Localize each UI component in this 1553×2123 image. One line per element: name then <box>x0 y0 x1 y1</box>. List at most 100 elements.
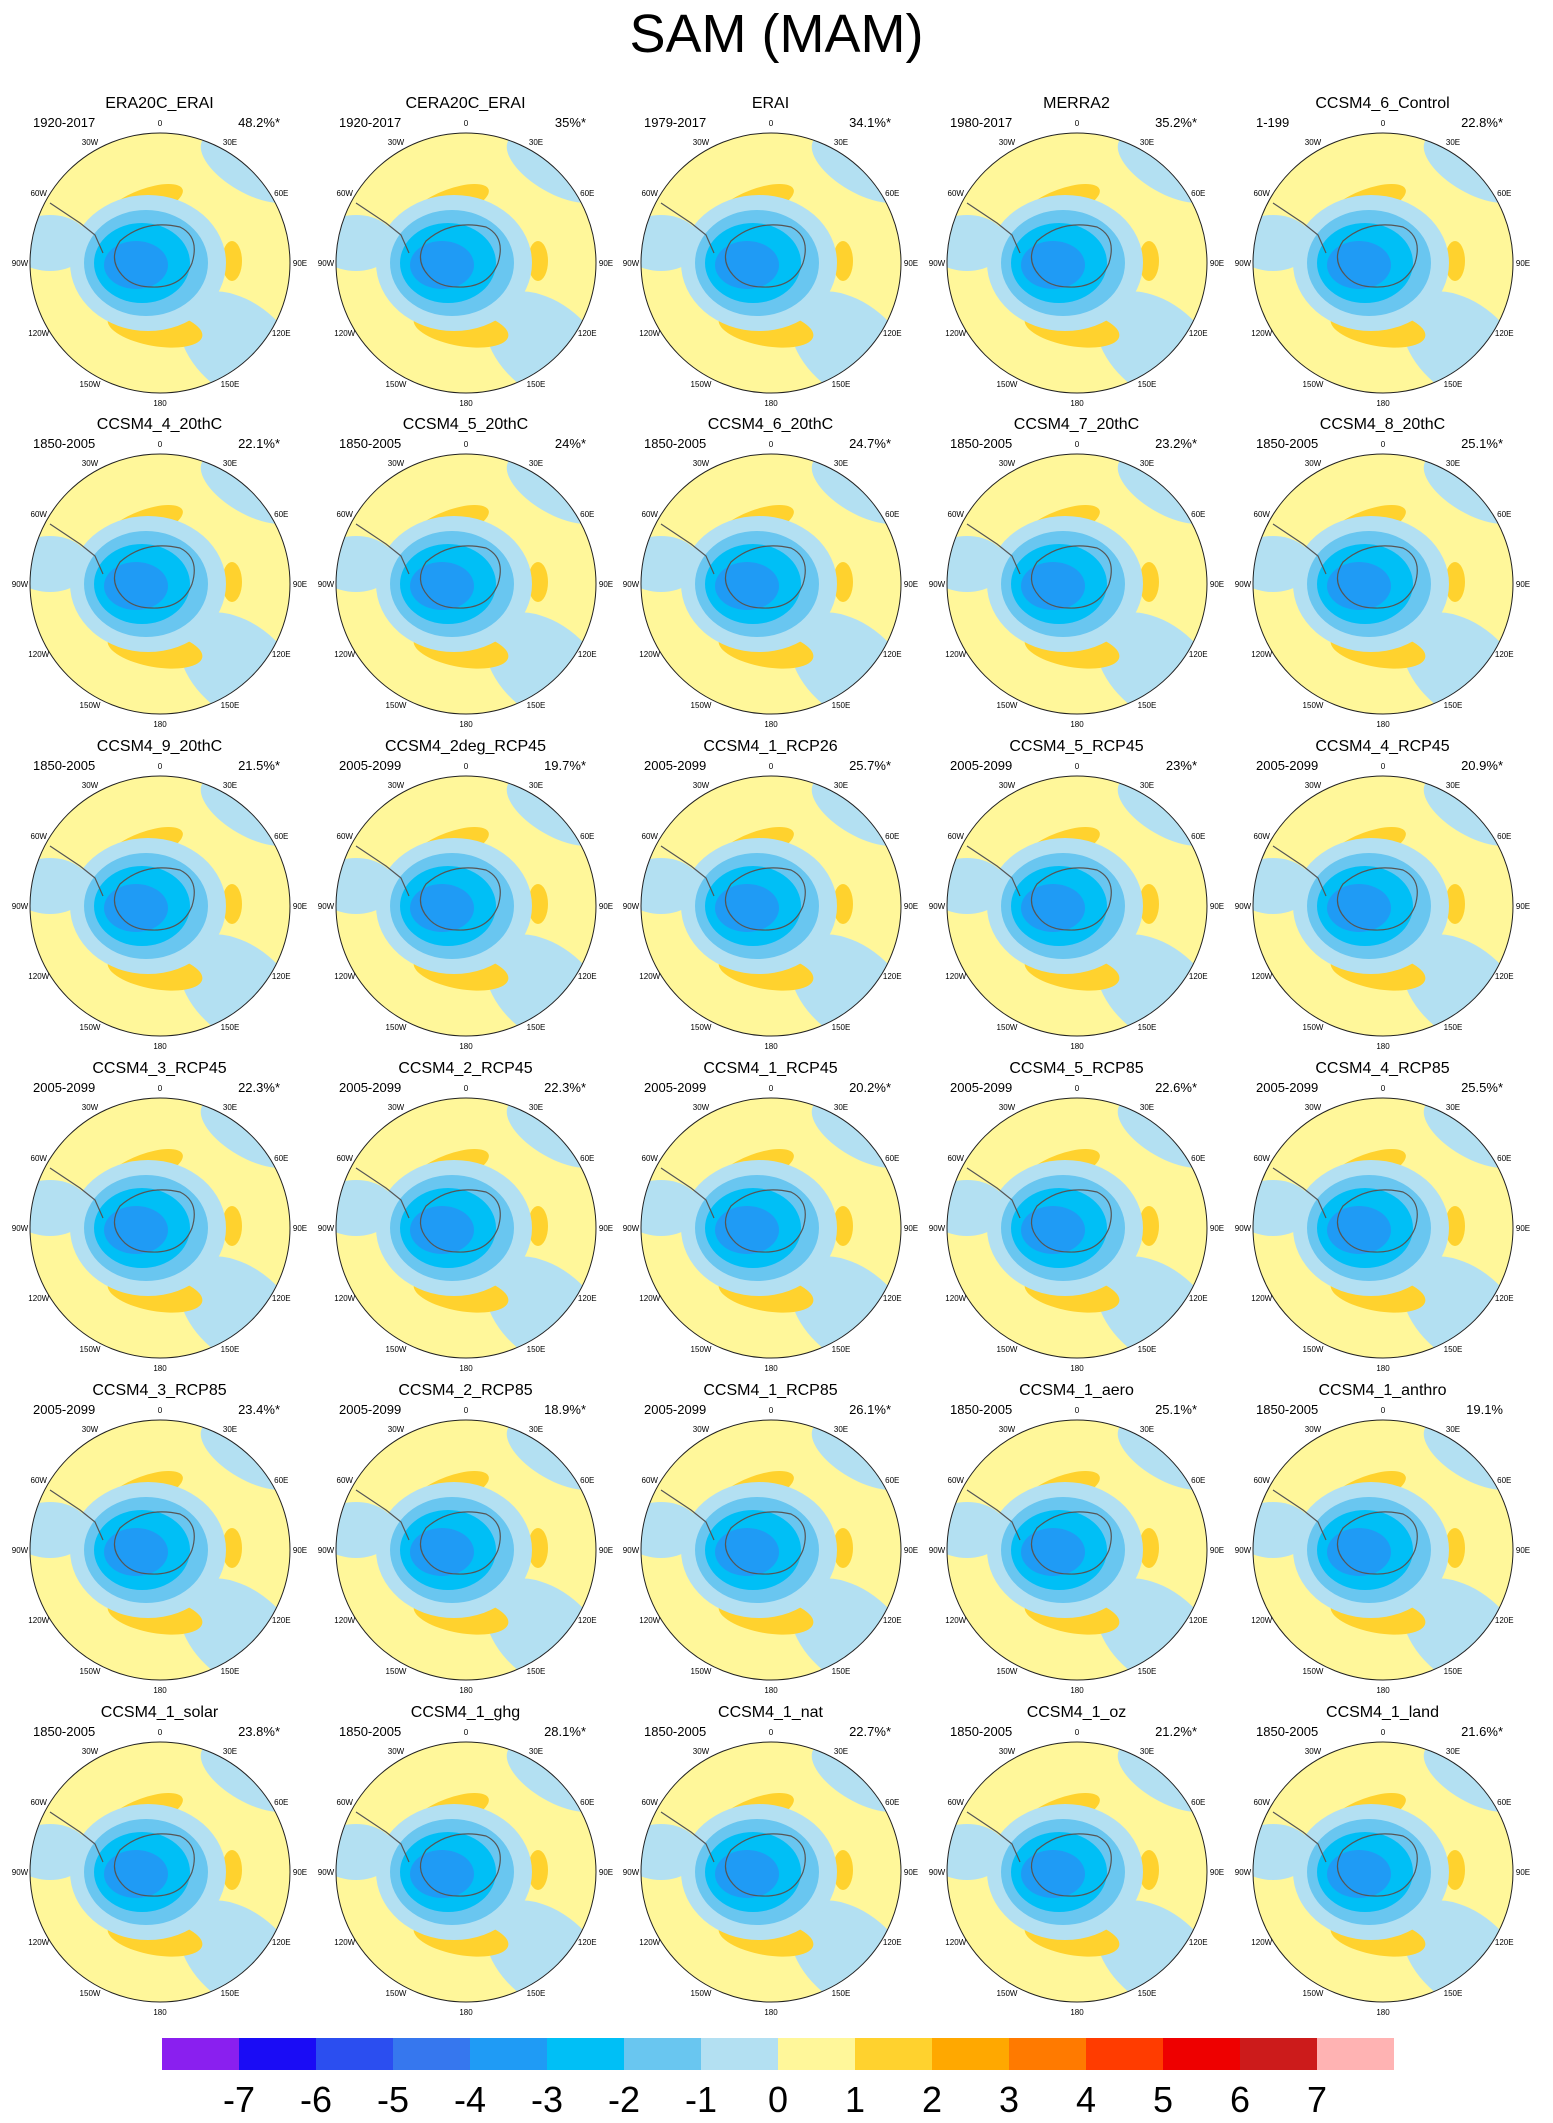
colorbar <box>162 2038 1394 2070</box>
colorbar-tick-label: -5 <box>376 2079 409 2120</box>
longitude-label: 150W <box>386 1667 407 1676</box>
longitude-label: 90W <box>929 1868 946 1877</box>
contour-neg-band <box>947 858 1007 914</box>
longitude-label: 150W <box>1303 701 1324 710</box>
map-border <box>335 1419 597 1681</box>
contour-pos-lobe <box>528 1850 548 1890</box>
longitude-label: 120E <box>272 650 291 659</box>
polar-map: 0 30E 60E 90E 120E 150E 180 150W 120W 90W 60W 30W <box>623 119 918 408</box>
coastline <box>355 1811 410 1863</box>
contour-neg-center <box>1327 1528 1391 1576</box>
coastline <box>49 523 104 575</box>
longitude-label: 0 <box>158 1084 163 1093</box>
contour-neg-center <box>715 1850 779 1898</box>
map-border <box>29 1419 291 1681</box>
map-border <box>335 1097 597 1359</box>
map-panel: MERRA2 1980-2017 35.2%* 0 30E 60E 90E 120E 150E 1… <box>922 95 1231 415</box>
longitude-label: 0 <box>158 119 163 128</box>
coastline <box>1272 1811 1327 1863</box>
contour-neg-band <box>336 1502 396 1558</box>
longitude-label: 150W <box>691 1989 712 1998</box>
longitude-label: 150W <box>691 380 712 389</box>
longitude-label: 30W <box>1305 1425 1322 1434</box>
panel-period: 2005-2099 <box>33 1402 96 1417</box>
polar-map: 0 30E 60E 90E 120E 150E 180 150W 120W 90W 60W 30W <box>623 1406 918 1695</box>
longitude-label: 60E <box>1191 189 1205 198</box>
longitude-label: 120W <box>945 1938 966 1947</box>
coastline <box>966 845 1021 897</box>
longitude-label: 120W <box>639 329 660 338</box>
contour-neg-band <box>1253 215 1313 271</box>
panel-period: 2005-2099 <box>644 1080 707 1095</box>
longitude-label: 30E <box>529 1425 543 1434</box>
contour-neg-band <box>641 536 701 592</box>
contour-neg-center <box>1327 241 1391 289</box>
map-border <box>640 1097 902 1359</box>
longitude-label: 120W <box>945 1616 966 1625</box>
longitude-label: 90W <box>318 259 335 268</box>
longitude-label: 120W <box>945 329 966 338</box>
longitude-label: 90W <box>318 1546 335 1555</box>
longitude-label: 90W <box>1235 1868 1252 1877</box>
longitude-label: 120E <box>272 1294 291 1303</box>
coastline <box>1336 545 1418 609</box>
longitude-label: 90E <box>599 1868 613 1877</box>
contour-pos-lobe <box>528 1528 548 1568</box>
longitude-label: 60W <box>1254 189 1271 198</box>
longitude-label: 60W <box>642 1798 659 1807</box>
longitude-label: 150E <box>221 1345 240 1354</box>
longitude-label: 60W <box>948 832 965 841</box>
longitude-label: 30E <box>1446 138 1460 147</box>
map-border <box>29 775 291 1037</box>
longitude-label: 0 <box>1381 440 1386 449</box>
longitude-label: 0 <box>1381 762 1386 771</box>
contour-pos-lobe <box>528 884 548 924</box>
panel-period: 2005-2099 <box>644 758 707 773</box>
contour-neg-center <box>1021 241 1085 289</box>
coastline <box>1030 545 1112 609</box>
longitude-label: 180 <box>1070 1042 1084 1051</box>
longitude-label: 90W <box>623 902 640 911</box>
longitude-label: 90E <box>904 1546 918 1555</box>
panel-variance-explained: 24.7%* <box>849 436 891 451</box>
contour-neg-center <box>1021 1206 1085 1254</box>
longitude-label: 150W <box>997 1667 1018 1676</box>
longitude-label: 90W <box>1235 902 1252 911</box>
longitude-label: 150E <box>1138 1667 1157 1676</box>
contour-neg-center <box>715 562 779 610</box>
map-border <box>335 453 597 715</box>
map-panel: CCSM4_5_20thC 1850-2005 24%* 0 30E 60E 90E 120E… <box>311 416 620 736</box>
map-border <box>640 1419 902 1681</box>
coastline <box>355 845 410 897</box>
polar-map: 0 30E 60E 90E 120E 150E 180 150W 120W 90W 60W 30W <box>929 1406 1224 1695</box>
contour-neg-band <box>336 858 396 914</box>
coastline <box>966 523 1021 575</box>
coastline <box>660 1167 715 1219</box>
longitude-label: 150W <box>80 701 101 710</box>
longitude-label: 150E <box>1138 1023 1157 1032</box>
panel-variance-explained: 35%* <box>554 115 586 130</box>
longitude-label: 0 <box>769 762 774 771</box>
longitude-label: 180 <box>1070 1686 1084 1695</box>
longitude-label: 90W <box>929 902 946 911</box>
polar-map: 0 30E 60E 90E 120E 150E 180 150W 120W 90W 60W 30W <box>12 1084 307 1373</box>
longitude-label: 120E <box>578 1616 597 1625</box>
longitude-label: 120W <box>639 1294 660 1303</box>
longitude-label: 60E <box>1191 510 1205 519</box>
longitude-label: 60W <box>31 510 48 519</box>
longitude-label: 30W <box>999 459 1016 468</box>
longitude-label: 60W <box>337 510 354 519</box>
coastline <box>49 845 104 897</box>
colorbar-swatch <box>393 2038 470 2070</box>
longitude-label: 0 <box>158 762 163 771</box>
map-panel: CCSM4_8_20thC 1850-2005 25.1%* 0 30E 60E 90E 12… <box>1228 416 1537 736</box>
map-panel: CCSM4_1_RCP45 2005-2099 20.2%* 0 30E 60E 90E 12… <box>616 1060 925 1380</box>
longitude-label: 90W <box>623 1868 640 1877</box>
panel-title: CCSM4_6_Control <box>1315 95 1450 112</box>
contour-neg-band <box>947 215 1007 271</box>
colorbar-tick-label: -2 <box>607 2079 640 2120</box>
contour-neg-center <box>410 562 474 610</box>
longitude-label: 180 <box>153 720 167 729</box>
longitude-label: 120E <box>1495 650 1514 659</box>
longitude-label: 180 <box>459 1042 473 1051</box>
